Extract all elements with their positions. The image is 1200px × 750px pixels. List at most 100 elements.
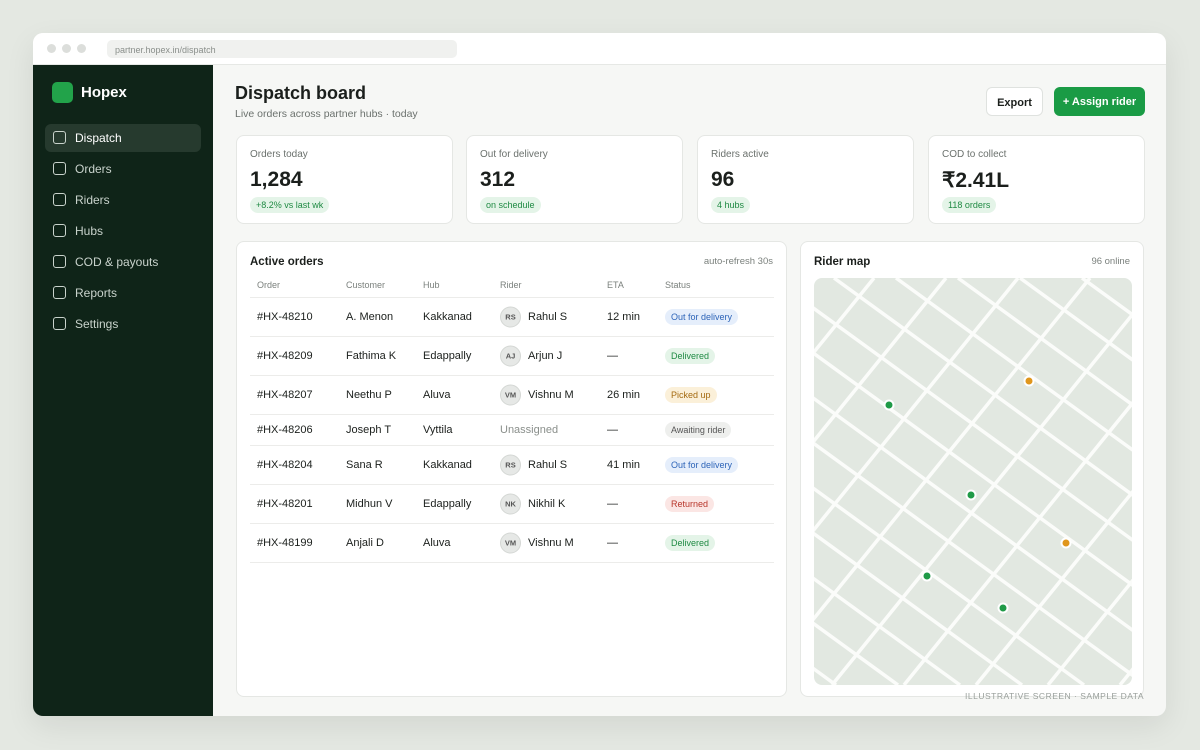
rider-dot[interactable] xyxy=(883,399,895,411)
order-row[interactable]: #HX-48209 Fathima K Edappally AJ Arjun J — Del… xyxy=(250,337,774,376)
rider-avatar: RS xyxy=(500,454,521,476)
nav-label: Orders xyxy=(75,162,112,176)
kpi-label: Riders active xyxy=(711,149,769,160)
card-title: Rider map xyxy=(814,256,871,268)
status-badge: Out for delivery xyxy=(665,457,739,473)
rider-dot[interactable] xyxy=(1023,375,1035,387)
order-row[interactable]: #HX-48199 Anjali D Aluva VM Vishnu M — Deliver… xyxy=(250,524,774,563)
street xyxy=(814,531,1024,685)
order-row[interactable]: #HX-48204 Sana R Kakkanad RS Rahul S 41 min Ou… xyxy=(250,446,774,485)
cell-order: #HX-48209 xyxy=(257,350,313,362)
cell-rider: Arjun J xyxy=(528,350,563,362)
map xyxy=(814,278,1132,685)
street xyxy=(814,441,1132,677)
kpi-note: 118 orders xyxy=(942,197,997,213)
rider-dot[interactable] xyxy=(921,570,933,582)
cell-eta: — xyxy=(607,424,618,436)
rider-dot[interactable] xyxy=(965,489,977,501)
street xyxy=(1046,578,1132,685)
nav-icon xyxy=(53,131,66,144)
street xyxy=(814,278,948,444)
window-dot xyxy=(77,44,86,53)
status-badge: Delivered xyxy=(665,348,716,364)
street xyxy=(830,312,1132,685)
nav-item[interactable]: Hubs xyxy=(45,217,201,245)
column-header: Hub xyxy=(423,280,440,290)
rider-avatar: VM xyxy=(500,532,521,554)
url-bar[interactable]: partner.hopex.in/dispatch xyxy=(107,40,457,58)
logo xyxy=(52,82,73,103)
street xyxy=(814,351,1132,587)
rider-dot[interactable] xyxy=(997,602,1009,614)
cell-hub: Vyttila xyxy=(423,424,453,436)
nav-item[interactable]: Dispatch xyxy=(45,124,201,152)
order-row[interactable]: #HX-48201 Midhun V Edappally NK Nikhil K — Ret… xyxy=(250,485,774,524)
footer-note: ILLUSTRATIVE SCREEN · SAMPLE DATA xyxy=(965,691,1144,701)
assign-rider-button[interactable]: + Assign rider xyxy=(1054,87,1145,116)
nav-item[interactable]: COD & payouts xyxy=(45,248,201,276)
cell-rider: Rahul S xyxy=(528,459,568,471)
kpi-label: Orders today xyxy=(250,149,308,160)
card-title: Active orders xyxy=(250,256,324,268)
status-badge: Awaiting rider xyxy=(665,422,732,438)
nav-icon xyxy=(53,317,66,330)
status-badge: Picked up xyxy=(665,387,717,403)
cell-hub: Aluva xyxy=(423,537,451,549)
cell-customer: Anjali D xyxy=(346,537,384,549)
street xyxy=(814,306,1132,542)
window-dot xyxy=(62,44,71,53)
cell-order: #HX-48210 xyxy=(257,311,313,323)
nav-icon xyxy=(53,224,66,237)
nav-item[interactable]: Orders xyxy=(45,155,201,183)
header-line xyxy=(250,297,774,298)
export-button[interactable]: Export xyxy=(986,87,1043,116)
cell-rider: Vishnu M xyxy=(528,389,574,401)
rider-avatar: VM xyxy=(500,384,521,406)
cell-order: #HX-48207 xyxy=(257,389,313,401)
nav-label: Hubs xyxy=(75,224,104,238)
nav-item[interactable]: Riders xyxy=(45,186,201,214)
cell-eta: — xyxy=(607,537,618,549)
status-badge: Delivered xyxy=(665,535,716,551)
kpi-value: ₹2.41L xyxy=(942,169,1010,192)
column-header: ETA xyxy=(607,280,624,290)
online-count: 96 online xyxy=(1091,256,1130,267)
nav-item[interactable]: Settings xyxy=(45,310,201,338)
kpi-card: COD to collect ₹2.41L 118 orders xyxy=(928,135,1145,224)
rider-dot[interactable] xyxy=(1060,537,1072,549)
order-row[interactable]: #HX-48210 A. Menon Kakkanad RS Rahul S 12 min… xyxy=(250,298,774,337)
street xyxy=(814,278,876,355)
status-badge: Out for delivery xyxy=(665,309,739,325)
kpi-value: 96 xyxy=(711,168,735,191)
cell-rider: Vishnu M xyxy=(528,537,574,549)
refresh-note: auto-refresh 30s xyxy=(703,256,773,267)
brand: Hopex xyxy=(81,84,127,101)
page-subtitle: Live orders across partner hubs · today xyxy=(235,108,418,120)
street xyxy=(974,489,1132,685)
map-card: Rider map 96 online xyxy=(800,241,1144,697)
kpi-note: 4 hubs xyxy=(711,197,751,213)
cell-hub: Kakkanad xyxy=(423,311,472,323)
nav-item[interactable]: Reports xyxy=(45,279,201,307)
column-header: Status xyxy=(665,280,691,290)
cell-eta: 26 min xyxy=(607,389,641,401)
nav-label: Settings xyxy=(75,317,119,331)
sidebar: Hopex Dispatch Orders Riders Hubs COD & payo… xyxy=(33,65,213,716)
kpi-card: Out for delivery 312 on schedule xyxy=(466,135,683,224)
column-header: Customer xyxy=(346,280,386,290)
order-row[interactable]: #HX-48207 Neethu P Aluva VM Vishnu M 26 min Pi… xyxy=(250,376,774,415)
rider-avatar: AJ xyxy=(500,345,521,367)
cell-hub: Edappally xyxy=(423,498,472,510)
browser-bar: partner.hopex.in/dispatch xyxy=(33,33,1166,65)
nav-label: COD & payouts xyxy=(75,255,159,269)
kpi-label: COD to collect xyxy=(942,149,1007,160)
cell-hub: Edappally xyxy=(423,350,472,362)
rider-avatar: NK xyxy=(500,493,521,515)
cell-eta: — xyxy=(607,498,618,510)
kpi-note: +8.2% vs last wk xyxy=(250,197,330,213)
order-row[interactable]: #HX-48206 Joseph T Vyttila Unassigned — Await… xyxy=(250,415,774,446)
status-badge: Returned xyxy=(665,496,715,512)
street xyxy=(902,401,1132,685)
window-dot xyxy=(47,44,56,53)
